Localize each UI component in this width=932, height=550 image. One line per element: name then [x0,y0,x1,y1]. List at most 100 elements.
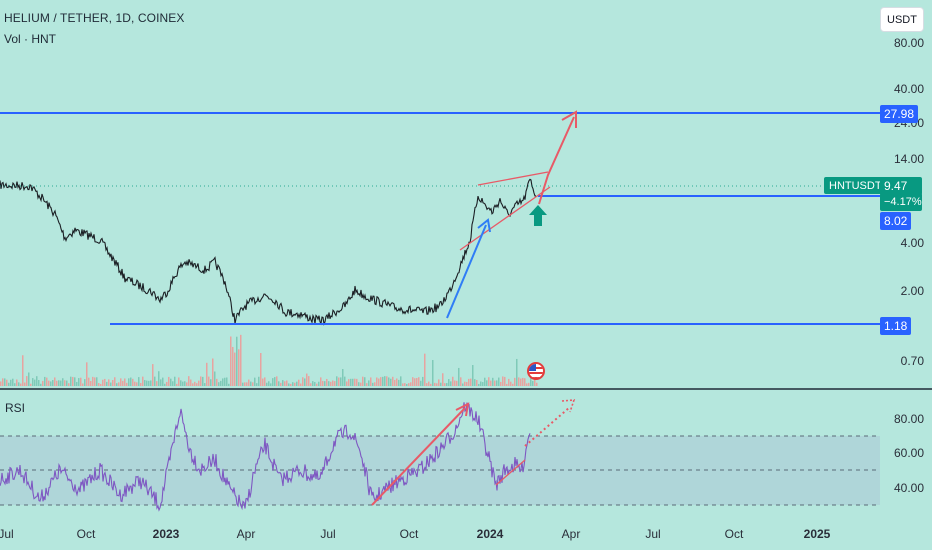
resistance-price-tag[interactable]: 27.98 [880,105,919,123]
volume-bar [76,381,78,386]
volume-bars [0,334,538,386]
volume-bar [222,378,224,386]
volume-bar [270,383,272,386]
volume-bar [328,381,330,386]
projection-arrow[interactable] [538,116,575,205]
volume-bar [348,379,350,386]
volume-bar [138,377,140,386]
volume-bar [50,381,52,386]
volume-bar [448,379,450,386]
volume-bar [308,376,310,386]
volume-bar [272,378,274,386]
volume-bar [2,378,4,386]
us-flag-event-icon[interactable] [527,362,545,380]
volume-bar [250,381,252,386]
volume-bar [84,379,86,386]
volume-bar [434,382,436,386]
volume-bar [298,379,300,386]
volume-bar [350,378,352,386]
volume-bar [410,382,412,386]
volume-bar [82,383,84,386]
volume-bar [316,383,318,386]
volume-bar [38,380,40,386]
rsi-support-line[interactable] [495,459,526,486]
volume-bar [70,376,72,386]
volume-bar [74,377,76,386]
volume-bar [182,381,184,386]
volume-bar [16,379,18,386]
volume-label: Vol · HNT [4,32,57,46]
level-price-tag[interactable]: 8.02 [880,212,912,230]
volume-bar [290,383,292,386]
volume-bar [122,380,124,386]
volume-bar [108,379,110,386]
volume-bar [332,380,334,386]
volume-bar [54,377,56,386]
volume-bar [168,376,170,386]
volume-bar [226,377,228,386]
volume-bar [202,376,204,386]
volume-bar [354,378,356,386]
volume-bar [264,377,266,386]
volume-bar [510,381,512,386]
volume-bar [402,383,404,386]
volume-bar [246,382,248,386]
last-price-tag[interactable]: 9.47 [880,177,922,195]
volume-bar [254,377,256,386]
volume-bar [522,377,524,386]
pennant-lower-line[interactable] [459,186,551,251]
volume-bar [356,378,358,386]
volume-bar [240,334,242,386]
volume-bar [212,358,214,386]
support-price-tag[interactable]: 1.18 [880,317,912,335]
symbol-tag[interactable]: HNTUSDT [824,177,887,194]
rsi-series [0,402,531,512]
time-tick: Jul [0,527,14,541]
volume-bar [44,376,46,386]
pennant-upper-line[interactable] [477,171,549,186]
volume-bar [440,382,442,386]
impulse-arrow[interactable] [446,224,487,319]
volume-bar [98,382,100,386]
volume-bar [232,346,234,386]
volume-bar [414,378,416,386]
volume-bar [428,381,430,386]
volume-bar [430,383,432,386]
volume-bar [86,362,88,386]
volume-bar [456,380,458,386]
volume-bar [496,380,498,386]
volume-bar [436,383,438,386]
volume-bar [494,380,496,386]
volume-bar [120,378,122,386]
volume-bar [192,383,194,386]
volume-bar [310,383,312,386]
volume-bar [228,383,230,386]
volume-bar [526,383,528,386]
volume-bar [324,381,326,386]
volume-bar [136,382,138,386]
volume-bar [286,380,288,386]
volume-bar [266,382,268,386]
volume-bar [378,378,380,386]
volume-bar [446,383,448,386]
volume-bar [358,382,360,386]
rsi-tick: 40.00 [893,481,924,495]
volume-bar [56,380,58,386]
rsi-trend-arrow[interactable] [371,407,466,506]
volume-bar [514,377,516,386]
volume-bar [154,376,156,386]
time-tick: Oct [724,527,744,541]
volume-bar [124,378,126,386]
volume-bar [268,381,270,386]
volume-bar [340,377,342,386]
volume-bar [444,383,446,386]
volume-bar [172,381,174,386]
projection-arrow-head [561,110,577,128]
volume-bar [406,383,408,386]
volume-bar [492,377,494,386]
volume-bar [28,372,30,386]
volume-bar [100,383,102,386]
up-arrow-icon[interactable] [529,205,547,226]
currency-button[interactable]: USDT [880,7,924,32]
